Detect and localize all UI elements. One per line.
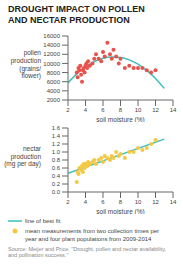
svg-text:soil moisture (%): soil moisture (%) (96, 208, 144, 214)
svg-text:0.8: 0.8 (52, 157, 61, 163)
html-text:DROUGHT IMPACT ON POLLEN AND N: DROUGHT IMPACT ON POLLEN AND NECTAR PROD… (8, 4, 145, 26)
html-text:mean measurements from two col: mean measurements from two collection ti… (25, 227, 160, 242)
html-text:pollen production (grains/ flo: pollen production (grains/ flower) (10, 48, 41, 80)
svg-text:2: 2 (66, 107, 70, 113)
svg-text:1.0: 1.0 (52, 149, 61, 155)
svg-text:0.6: 0.6 (52, 165, 61, 171)
svg-text:10: 10 (135, 107, 142, 113)
svg-text:6000: 6000 (47, 78, 61, 84)
svg-text:soil moisture (%): soil moisture (%) (96, 116, 144, 122)
svg-text:10000: 10000 (43, 60, 60, 66)
svg-text:12: 12 (152, 107, 159, 113)
svg-text:4: 4 (84, 107, 88, 113)
svg-text:12000: 12000 (43, 51, 60, 57)
svg-text:1.2: 1.2 (52, 141, 61, 147)
svg-text:1.6: 1.6 (52, 125, 61, 131)
svg-text:2000: 2000 (47, 97, 61, 103)
html-text:line of best fit: line of best fit (25, 217, 61, 224)
svg-text:1.4: 1.4 (52, 133, 61, 139)
html-text:Source: Meijer and Price, "Dro: Source: Meijer and Price, "Drought, poll… (8, 245, 167, 259)
svg-text:6: 6 (101, 107, 105, 113)
svg-text:2: 2 (66, 199, 70, 205)
svg-text:0.4: 0.4 (52, 173, 61, 179)
svg-text:8000: 8000 (47, 69, 61, 75)
svg-text:4: 4 (84, 199, 88, 205)
svg-text:8: 8 (119, 199, 123, 205)
svg-text:8: 8 (119, 107, 123, 113)
svg-text:4000: 4000 (47, 87, 61, 93)
svg-text:14: 14 (170, 107, 175, 113)
svg-text:16000: 16000 (43, 33, 60, 39)
svg-text:0.0: 0.0 (52, 189, 61, 195)
svg-text:14: 14 (170, 199, 175, 205)
svg-text:6: 6 (101, 199, 105, 205)
svg-text:0.2: 0.2 (52, 181, 61, 187)
svg-text:10: 10 (135, 199, 142, 205)
html-text:nectar production (mg per day): nectar production (mg per day) (4, 144, 41, 168)
svg-text:14000: 14000 (43, 42, 60, 48)
svg-text:12: 12 (152, 199, 159, 205)
